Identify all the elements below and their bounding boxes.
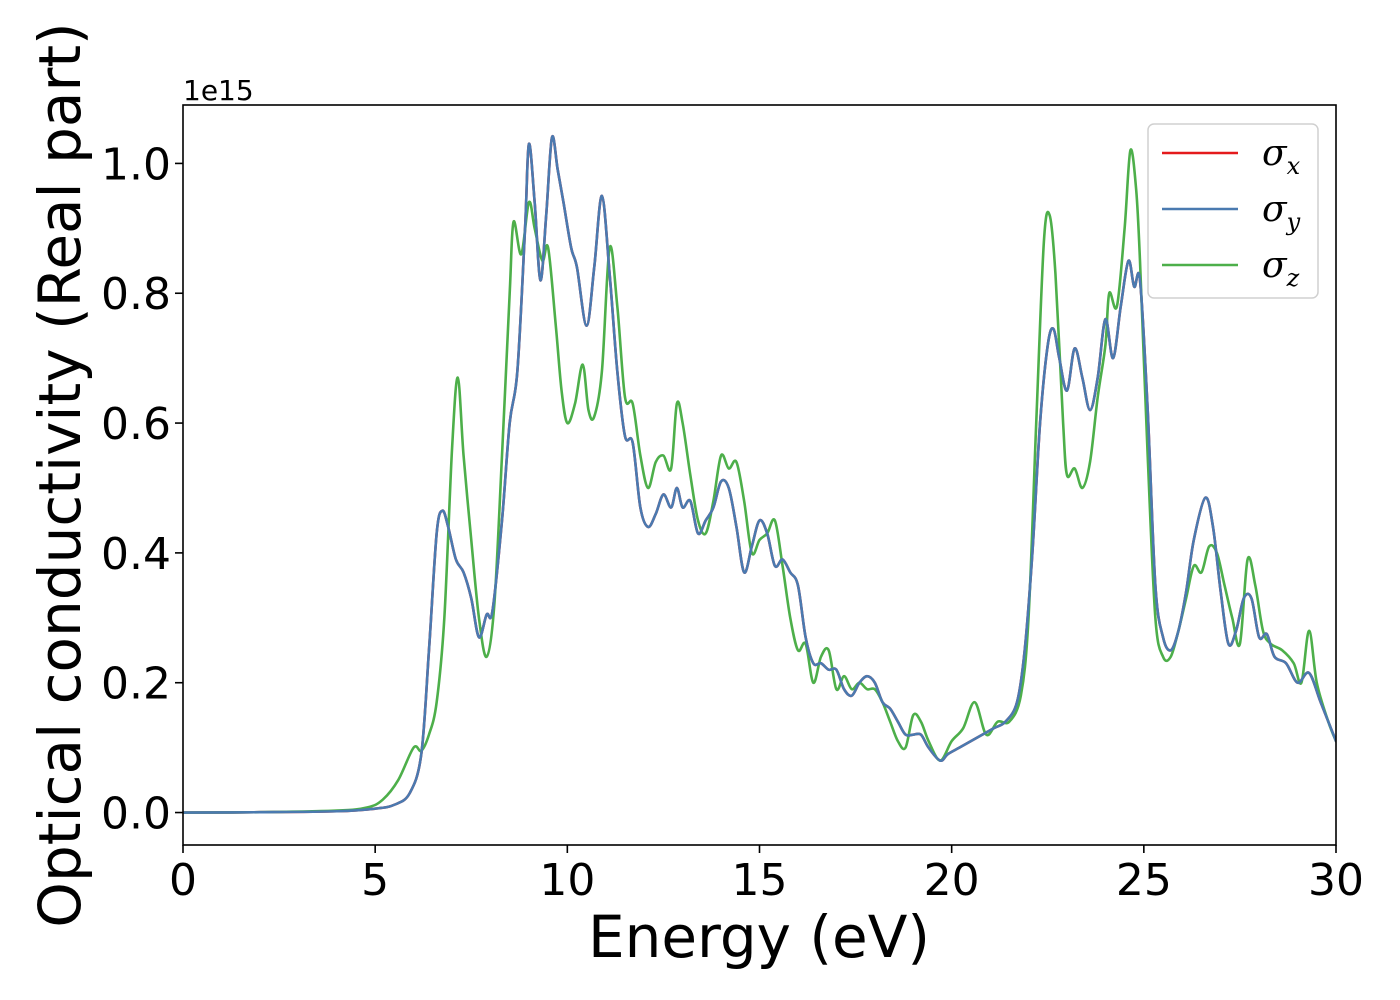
x-axis-ticks: 0 5 10 15 20 25 30 [169,845,1364,906]
legend-box [1147,123,1319,299]
y-axis-ticks: 0.0 0.2 0.4 0.6 0.8 1.0 [101,139,183,840]
x-tick-label: 10 [539,855,595,906]
y-axis-label: Optical conductivity (Real part) [26,22,94,927]
y-tick-label: 1.0 [101,139,171,190]
x-tick-label: 20 [924,855,980,906]
series-line-y [183,134,1336,814]
x-tick-label: 15 [732,855,788,906]
x-tick-label: 25 [1116,855,1172,906]
y-tick-label: 0.6 [101,399,171,450]
series-lines [183,134,1336,814]
x-tick-label: 30 [1308,855,1364,906]
y-tick-label: 0.4 [101,529,171,580]
y-tick-label: 0.2 [101,659,171,710]
x-tick-label: 5 [361,855,389,906]
y-axis-offset-label: 1e15 [183,74,254,107]
y-tick-label: 0.8 [101,269,171,320]
x-tick-label: 0 [169,855,197,906]
y-tick-label: 0.0 [101,789,171,840]
series-line-z [183,148,1336,814]
x-axis-label: Energy (eV) [588,903,930,971]
